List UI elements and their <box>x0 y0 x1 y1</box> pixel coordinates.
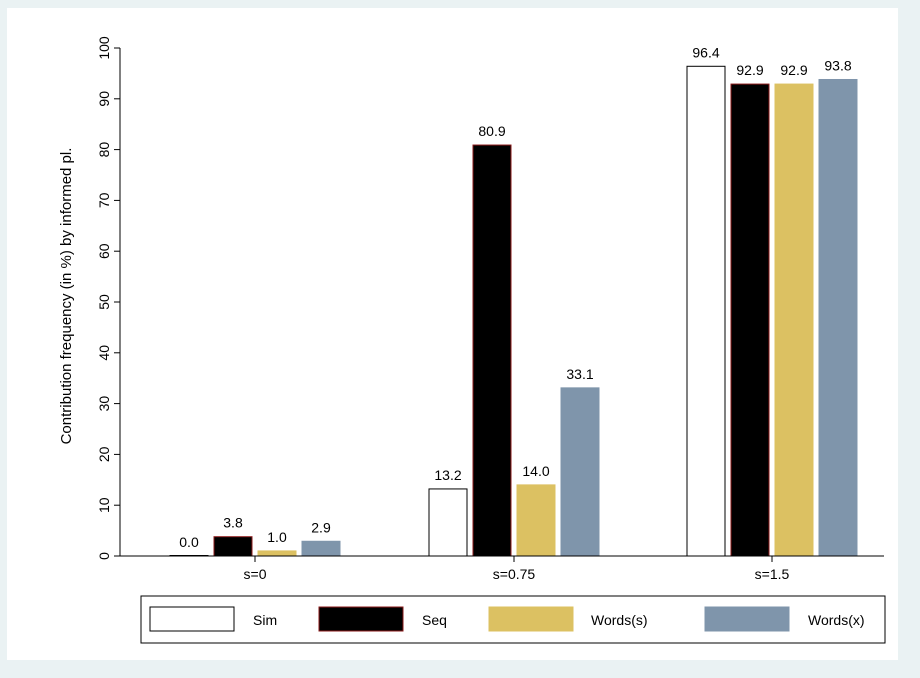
data-label: 3.8 <box>223 515 243 531</box>
bar <box>686 65 726 557</box>
data-label: 93.8 <box>824 57 851 73</box>
bar <box>213 536 253 557</box>
legend-label: Sim <box>253 612 277 628</box>
legend-swatch <box>318 606 404 632</box>
legend-swatch <box>704 606 790 632</box>
y-tick-label: 90 <box>96 91 112 107</box>
data-label: 13.2 <box>434 467 461 483</box>
y-axis-label: Contribution frequency (in %) by informe… <box>58 148 75 445</box>
legend-swatch <box>488 606 574 632</box>
bar <box>428 488 468 557</box>
legend-swatch <box>149 606 235 632</box>
data-label: 33.1 <box>566 366 593 382</box>
bar <box>730 83 770 557</box>
y-tick-label: 70 <box>96 192 112 208</box>
bar <box>257 550 297 557</box>
y-tick-label: 20 <box>96 446 112 462</box>
y-tick-label: 30 <box>96 396 112 412</box>
data-label: 14.0 <box>522 463 549 479</box>
bar <box>774 83 814 557</box>
data-label: 0.0 <box>179 534 199 550</box>
bar <box>301 540 341 557</box>
bars-group: 0.0 13.2 96.4 3.8 80.9 92.9 1.0 14.0 92.9 2.9 33.1… <box>169 44 858 557</box>
legend-label: Words(x) <box>808 612 865 628</box>
y-tick-label: 0 <box>96 552 112 560</box>
bar <box>818 78 858 557</box>
x-tick-label: s=1.5 <box>755 566 790 582</box>
bar <box>516 484 556 557</box>
legend-label: Seq <box>422 612 447 628</box>
data-label: 80.9 <box>478 123 505 139</box>
data-label: 2.9 <box>311 519 331 535</box>
y-tick-label: 50 <box>96 294 112 310</box>
data-label: 1.0 <box>267 529 287 545</box>
y-tick-label: 10 <box>96 497 112 513</box>
x-tick-label: s=0 <box>244 566 267 582</box>
y-axis: 0 10 20 30 40 50 60 70 80 90 100 <box>96 36 121 560</box>
data-label: 96.4 <box>692 44 719 60</box>
legend: Sim Seq Words(s) Words(x) <box>140 595 886 644</box>
x-axis: s=0 s=0.75 s=1.5 <box>120 555 884 582</box>
y-tick-label: 80 <box>96 142 112 158</box>
y-tick-label: 60 <box>96 243 112 259</box>
bar <box>472 144 512 557</box>
x-tick-label: s=0.75 <box>493 566 536 582</box>
data-label: 92.9 <box>780 62 807 78</box>
legend-label: Words(s) <box>591 612 648 628</box>
data-label: 92.9 <box>736 62 763 78</box>
y-tick-label: 100 <box>96 36 112 60</box>
y-tick-label: 40 <box>96 345 112 361</box>
bar <box>560 387 600 557</box>
